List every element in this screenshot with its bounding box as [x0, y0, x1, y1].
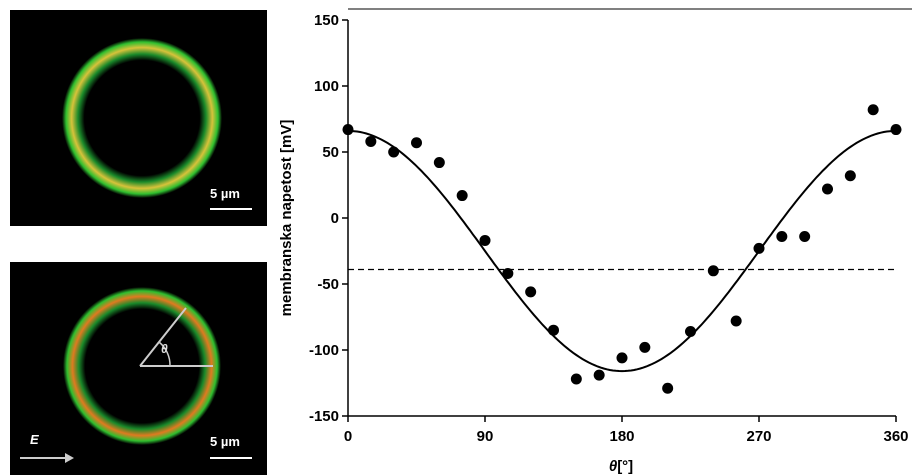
field-label: E [30, 432, 39, 447]
data-point [708, 265, 719, 276]
data-point [594, 370, 605, 381]
data-point [571, 374, 582, 385]
y-tick-label: 0 [331, 210, 339, 227]
y-tick-label: 50 [322, 144, 339, 161]
fit-curve [348, 131, 896, 371]
field-arrow-head [65, 453, 74, 463]
data-point [776, 231, 787, 242]
y-tick-label: -50 [317, 276, 339, 293]
data-point [480, 235, 491, 246]
data-point [617, 352, 628, 363]
axes: -150 -100 -50 0 50 100 150 0 90 180 270 360 [309, 12, 909, 445]
data-point [662, 383, 673, 394]
data-point [411, 137, 422, 148]
data-point [799, 231, 810, 242]
x-tick-label: 90 [477, 428, 494, 445]
data-point [388, 147, 399, 158]
x-tick-label: 360 [883, 428, 908, 445]
data-point [548, 325, 559, 336]
data-point [845, 170, 856, 181]
data-point [639, 342, 650, 353]
scale-bar-label: 5 µm [210, 434, 240, 449]
y-tick-label: 100 [314, 78, 339, 95]
y-tick-label: -100 [309, 342, 339, 359]
x-tick-label: 0 [344, 428, 352, 445]
data-point [457, 190, 468, 201]
y-tick-label: -150 [309, 408, 339, 425]
x-tick-label: 180 [609, 428, 634, 445]
x-tick-label: 270 [746, 428, 771, 445]
vesicle-ring [62, 38, 222, 198]
plot-area [343, 104, 902, 394]
data-point [822, 183, 833, 194]
scale-bar-label: 5 µm [210, 186, 240, 201]
data-point [731, 315, 742, 326]
data-point [343, 124, 354, 135]
micrograph-top: 5 µm [10, 10, 267, 226]
data-point [868, 104, 879, 115]
y-tick-label: 150 [314, 12, 339, 29]
data-point [525, 286, 536, 297]
micrograph-bottom: θ 5 µm E [10, 262, 267, 475]
data-point [502, 268, 513, 279]
x-axis-label: θ[°] [609, 458, 633, 475]
data-point [434, 157, 445, 168]
data-point [685, 326, 696, 337]
x-axis-label-unit: [°] [617, 458, 633, 475]
membrane-voltage-chart: -150 -100 -50 0 50 100 150 0 90 180 270 360 membran… [270, 0, 912, 475]
angle-label: θ [161, 342, 168, 356]
data-point [365, 136, 376, 147]
data-point [754, 243, 765, 254]
data-point [891, 124, 902, 135]
y-axis-label: membranska napetost [mV] [278, 120, 295, 317]
